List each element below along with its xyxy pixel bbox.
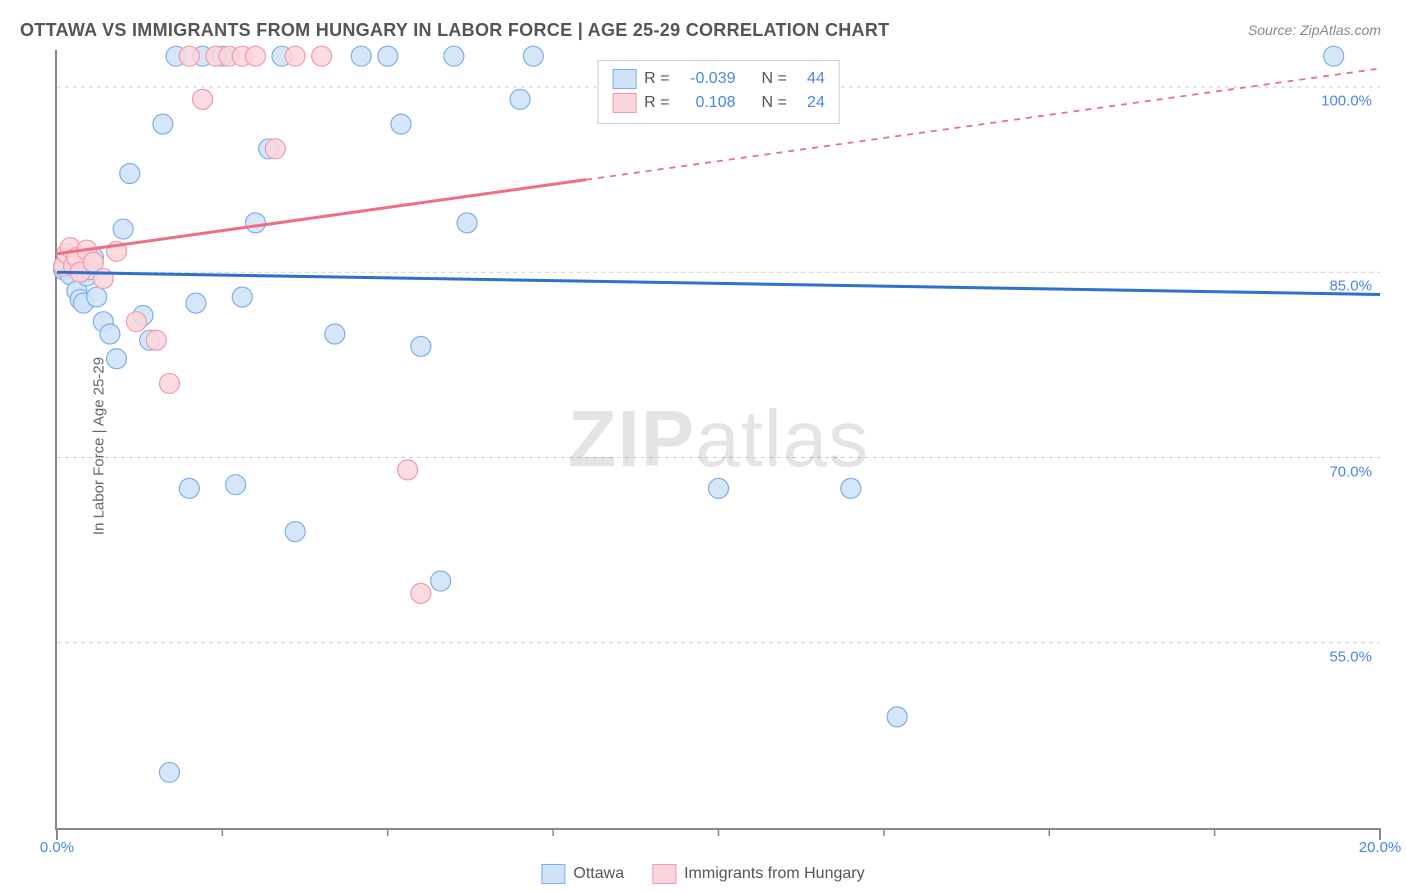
legend-r-prefix: R =: [644, 67, 669, 91]
legend-row-hungary: R = 0.108 N = 24: [612, 91, 825, 115]
y-tick-label: 55.0%: [1329, 648, 1372, 665]
swatch-ottawa-icon: [612, 69, 636, 89]
legend-r-ottawa: -0.039: [678, 67, 736, 91]
legend-r-prefix: R =: [644, 91, 669, 115]
plot-svg: [57, 50, 1380, 828]
legend-n-prefix: N =: [762, 91, 787, 115]
legend-item-hungary: Immigrants from Hungary: [652, 864, 865, 884]
legend-label-hungary: Immigrants from Hungary: [684, 865, 865, 883]
x-tick-label: 0.0%: [40, 839, 74, 856]
y-tick-label: 85.0%: [1329, 278, 1372, 295]
legend-n-prefix: N =: [762, 67, 787, 91]
chart-title: OTTAWA VS IMMIGRANTS FROM HUNGARY IN LAB…: [20, 20, 889, 41]
series-legend: Ottawa Immigrants from Hungary: [541, 864, 864, 884]
x-tick-label: 20.0%: [1359, 839, 1402, 856]
y-tick-label: 100.0%: [1321, 93, 1372, 110]
plot-area: R = -0.039 N = 44 R = 0.108 N = 24 ZIPat…: [55, 50, 1380, 830]
legend-n-ottawa: 44: [795, 67, 825, 91]
swatch-hungary-icon: [612, 93, 636, 113]
swatch-ottawa-icon: [541, 864, 565, 884]
source-label: Source: ZipAtlas.com: [1248, 22, 1381, 38]
legend-label-ottawa: Ottawa: [573, 865, 624, 883]
correlation-legend: R = -0.039 N = 44 R = 0.108 N = 24: [597, 60, 840, 124]
legend-r-hungary: 0.108: [678, 91, 736, 115]
legend-row-ottawa: R = -0.039 N = 44: [612, 67, 825, 91]
legend-item-ottawa: Ottawa: [541, 864, 624, 884]
swatch-hungary-icon: [652, 864, 676, 884]
y-tick-label: 70.0%: [1329, 463, 1372, 480]
legend-n-hungary: 24: [795, 91, 825, 115]
